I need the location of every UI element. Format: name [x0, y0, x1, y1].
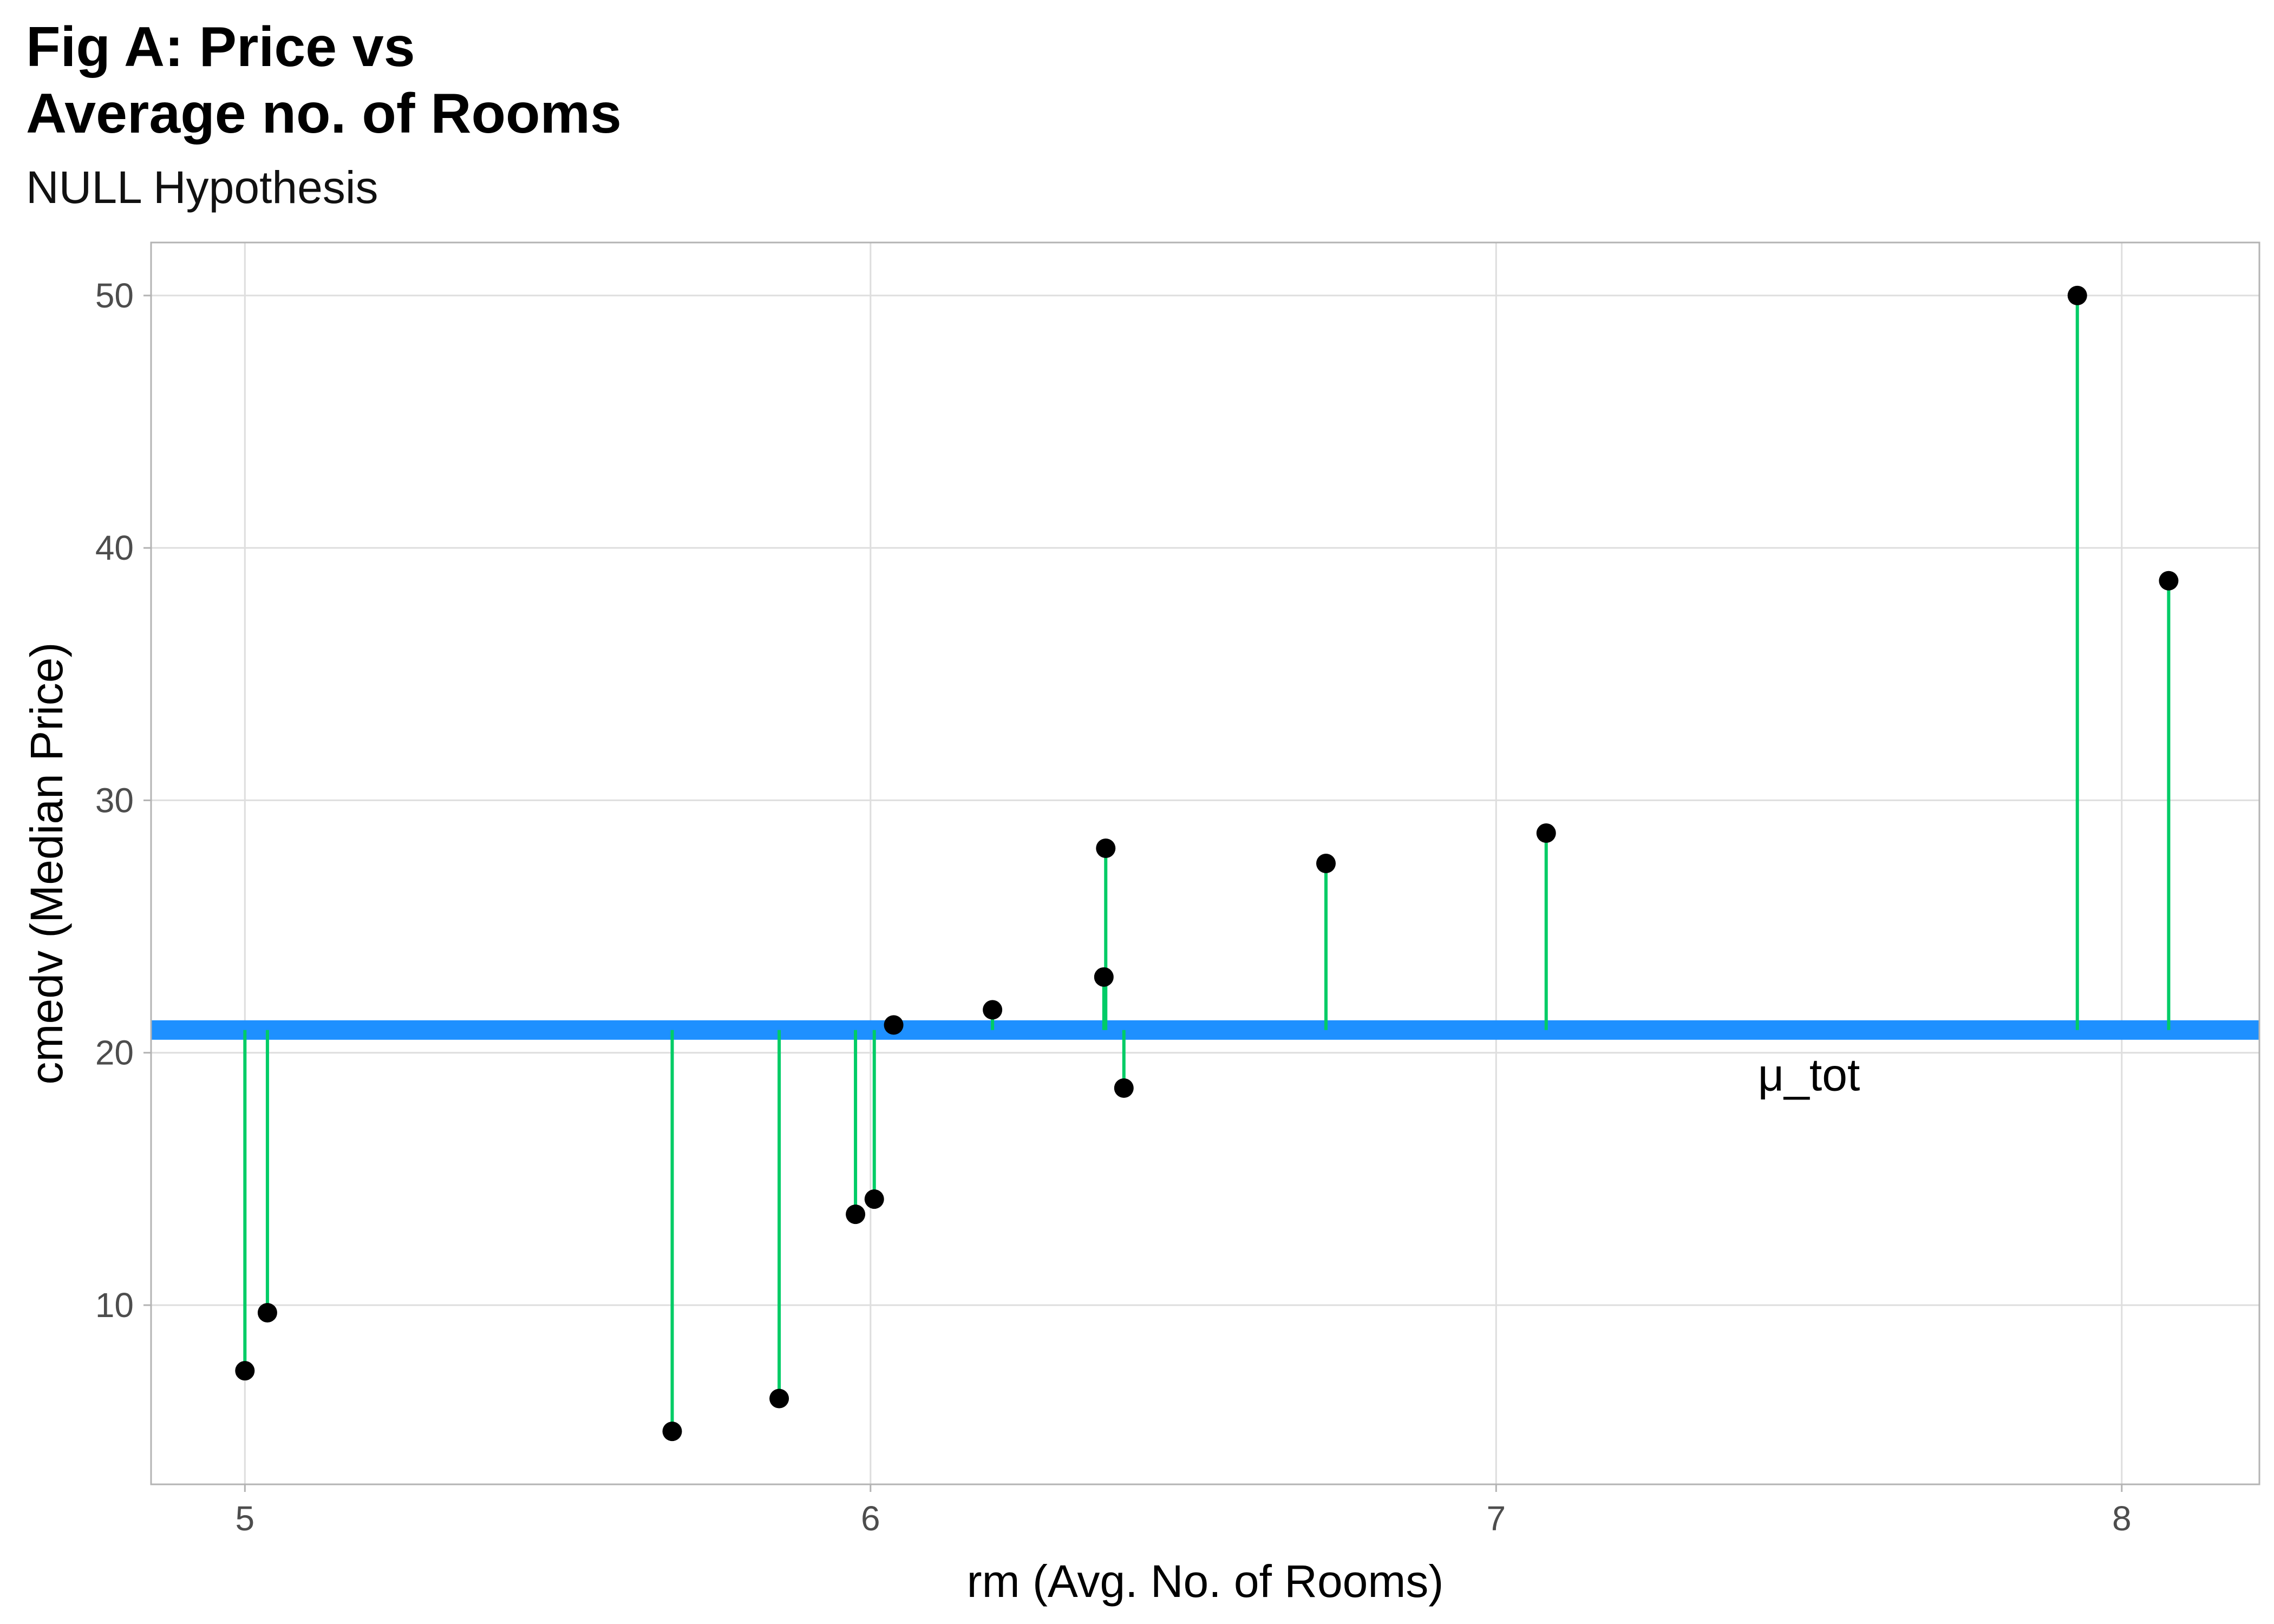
data-point	[864, 1189, 884, 1209]
x-axis-ticks: 5 6 7 8	[236, 1484, 2132, 1538]
y-tick-label: 50	[95, 276, 134, 315]
y-tick-label: 40	[95, 528, 134, 567]
chart-subtitle: NULL Hypothesis	[26, 162, 378, 213]
y-tick-label: 10	[95, 1286, 134, 1325]
chart-title-line-2: Average no. of Rooms	[26, 82, 622, 145]
data-point	[769, 1389, 789, 1409]
y-axis-title: cmedv (Median Price)	[21, 643, 72, 1085]
y-axis-ticks: 10 20 30 40 50	[95, 276, 151, 1325]
y-tick-label: 20	[95, 1033, 134, 1072]
data-point	[1114, 1078, 1134, 1098]
mean-line-label: μ_tot	[1758, 1050, 1860, 1101]
data-point	[846, 1204, 866, 1224]
data-point	[983, 1000, 1003, 1020]
data-point	[1316, 854, 1336, 873]
x-tick-label: 7	[1487, 1499, 1506, 1538]
data-point	[1536, 823, 1556, 843]
data-point	[235, 1361, 255, 1381]
x-axis-title: rm (Avg. No. of Rooms)	[967, 1556, 1444, 1607]
plot-frame	[150, 241, 2260, 1485]
data-point	[884, 1015, 904, 1035]
data-point	[2067, 285, 2087, 305]
data-point	[662, 1422, 682, 1442]
data-point	[1096, 839, 1116, 859]
x-tick-label: 6	[861, 1499, 880, 1538]
data-point	[257, 1302, 277, 1322]
residuals	[243, 295, 2171, 1432]
x-tick-label: 8	[2112, 1499, 2132, 1538]
data-point	[1094, 967, 1114, 987]
chart-title-line-1: Fig A: Price vs	[26, 16, 415, 78]
y-tick-label: 30	[95, 781, 134, 820]
data-point	[2159, 571, 2179, 591]
data-points	[235, 285, 2179, 1442]
x-tick-label: 5	[236, 1499, 255, 1538]
grid	[151, 243, 2259, 1484]
